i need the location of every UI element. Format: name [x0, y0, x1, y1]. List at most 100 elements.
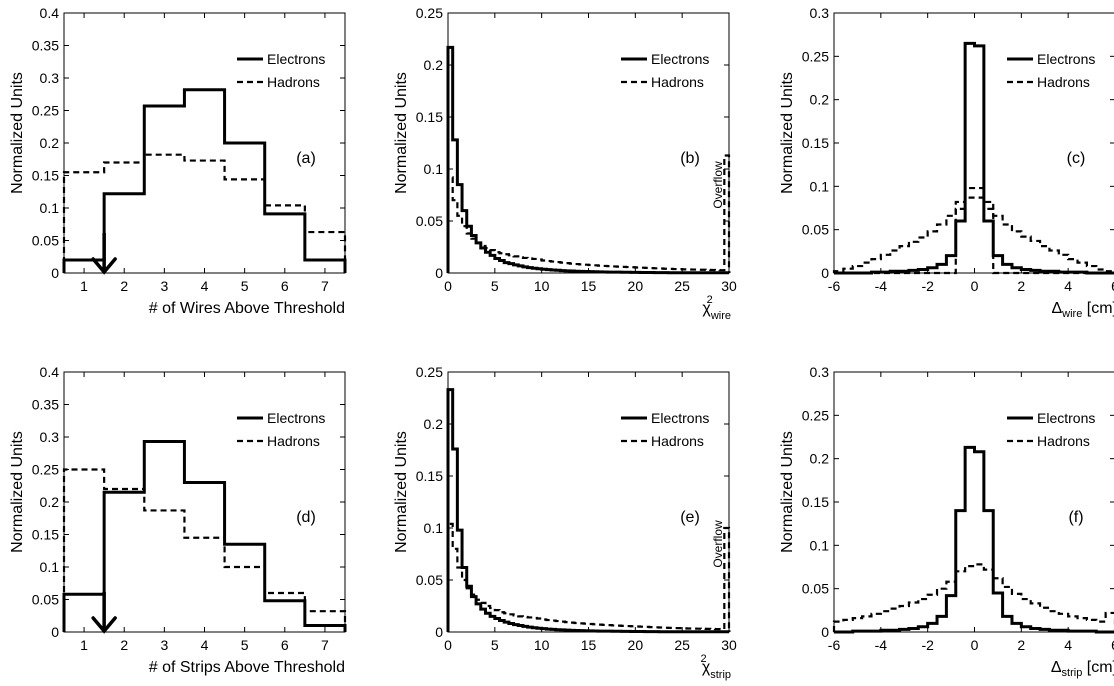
x-tick-label: 15: [581, 637, 597, 653]
x-tick-label: -4: [875, 278, 888, 294]
y-tick-label: 0.1: [424, 161, 444, 177]
y-tick-label: 0.05: [416, 213, 443, 229]
x-tick-label: 6: [281, 278, 289, 294]
x-tick-label: 3: [160, 637, 168, 653]
y-tick-label: 0.1: [40, 559, 60, 575]
x-tick-label: 4: [201, 637, 209, 653]
y-tick-label: 0: [51, 624, 59, 640]
legend-label-hadrons: Hadrons: [651, 433, 704, 449]
x-tick-label: 2: [120, 278, 128, 294]
legend-label-electrons: Electrons: [651, 410, 709, 426]
x-axis-label: χwire2: [702, 294, 731, 322]
x-axis-label: # of Strips Above Threshold: [149, 659, 345, 676]
y-tick-label: 0.25: [416, 5, 443, 21]
x-tick-label: 5: [491, 637, 499, 653]
x-tick-label: 6: [281, 637, 289, 653]
y-axis-label: Normalized Units: [393, 431, 410, 553]
y-tick-label: 0.2: [810, 92, 830, 108]
y-tick-label: 0.35: [32, 397, 59, 413]
x-tick-label: 15: [581, 278, 597, 294]
x-tick-label: 5: [491, 278, 499, 294]
y-tick-label: 0.2: [40, 135, 60, 151]
y-tick-label: 0.1: [810, 178, 830, 194]
y-tick-label: 0.15: [32, 527, 59, 543]
y-tick-label: 0.2: [810, 451, 830, 467]
overflow-label: Overflow: [711, 520, 725, 568]
x-tick-label: -2: [921, 278, 934, 294]
x-axis-label: Δstrip [cm]: [1051, 659, 1114, 679]
series-hadrons-line: [62, 153, 347, 273]
y-tick-label: 0.4: [40, 5, 60, 21]
y-axis-label: Normalized Units: [9, 72, 26, 194]
y-tick-label: 0.25: [32, 462, 59, 478]
cut-arrow: [91, 233, 117, 275]
legend-label-hadrons: Hadrons: [1037, 433, 1090, 449]
x-tick-label: 4: [201, 278, 209, 294]
y-tick-label: 0.1: [40, 200, 60, 216]
overflow-label: Overflow: [711, 161, 725, 209]
y-tick-label: 0.15: [802, 135, 829, 151]
x-tick-label: 30: [721, 278, 737, 294]
legend-label-electrons: Electrons: [267, 410, 325, 426]
panel-label: (c): [1067, 150, 1086, 167]
series-electrons-line: [62, 440, 347, 632]
y-tick-label: 0: [821, 624, 829, 640]
panel-c: -6 -4 -2 0 2 4 6 0 0.05 0.1 0.15 0.2 0.25 0.3 Normaliz…: [779, 5, 1114, 320]
y-tick-label: 0.25: [802, 48, 829, 64]
x-tick-label: 10: [534, 637, 550, 653]
legend-label-electrons: Electrons: [651, 51, 709, 67]
y-tick-label: 0.25: [32, 103, 59, 119]
y-tick-label: 0.05: [32, 233, 59, 249]
y-tick-label: 0.4: [40, 364, 60, 380]
panel-label: (a): [296, 150, 316, 167]
series-hadrons-line: [832, 563, 1114, 632]
y-tick-label: 0.2: [424, 416, 444, 432]
x-tick-label: 25: [674, 637, 690, 653]
y-axis-label: Normalized Units: [779, 431, 796, 553]
x-tick-label: 7: [321, 637, 329, 653]
legend-label-hadrons: Hadrons: [267, 74, 320, 90]
x-tick-label: 0: [444, 637, 452, 653]
y-tick-label: 0.3: [40, 429, 60, 445]
x-tick-label: 20: [628, 278, 644, 294]
x-tick-label: 20: [628, 637, 644, 653]
panel-f: -6 -4 -2 0 2 4 6 0 0.05 0.1 0.15 0.2 0.25 0.3 Normaliz…: [779, 364, 1114, 679]
x-tick-label: 6: [1111, 278, 1114, 294]
series-electrons-line: [62, 88, 347, 273]
x-tick-label: -6: [828, 637, 841, 653]
y-tick-label: 0: [435, 624, 443, 640]
y-tick-label: 0.15: [802, 494, 829, 510]
x-tick-label: 5: [241, 278, 249, 294]
cut-arrow: [91, 592, 117, 634]
x-tick-label: 7: [321, 278, 329, 294]
y-tick-label: 0.3: [810, 5, 830, 21]
y-tick-label: 0.2: [40, 494, 60, 510]
x-axis-label: χstrip2: [701, 653, 732, 681]
x-axis-label: Δwire [cm]: [1051, 300, 1114, 320]
series-hadrons-core-line: [834, 196, 1114, 275]
legend-label-electrons: Electrons: [1037, 51, 1095, 67]
y-tick-label: 0.25: [416, 364, 443, 380]
x-tick-label: -4: [875, 637, 888, 653]
x-tick-label: 3: [160, 278, 168, 294]
x-tick-label: 0: [971, 278, 979, 294]
x-tick-label: 1: [80, 637, 88, 653]
x-tick-label: 2: [1017, 278, 1025, 294]
x-axis-label: # of Wires Above Threshold: [149, 300, 345, 317]
x-tick-label: -2: [921, 637, 934, 653]
x-tick-label: 4: [1064, 637, 1072, 653]
x-tick-label: 1: [80, 278, 88, 294]
legend-label-hadrons: Hadrons: [1037, 74, 1090, 90]
x-tick-label: 6: [1111, 637, 1114, 653]
y-axis-label: Normalized Units: [9, 431, 26, 553]
y-tick-label: 0: [51, 265, 59, 281]
y-tick-label: 0.3: [810, 364, 830, 380]
legend-label-electrons: Electrons: [1037, 410, 1095, 426]
x-tick-label: 0: [971, 637, 979, 653]
x-tick-label: 25: [674, 278, 690, 294]
y-tick-label: 0.15: [416, 468, 443, 484]
panel-label: (e): [680, 509, 700, 526]
y-tick-label: 0.25: [802, 407, 829, 423]
y-tick-label: 0.05: [802, 222, 829, 238]
panel-label: (f): [1068, 509, 1083, 526]
